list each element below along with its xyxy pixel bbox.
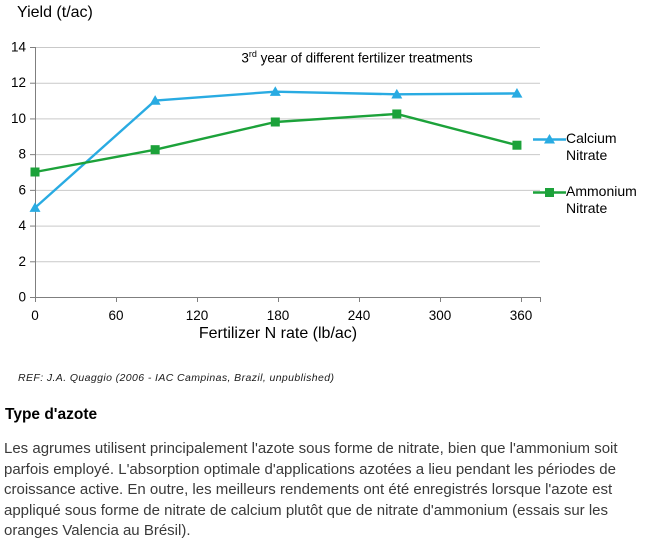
svg-text:12: 12 bbox=[11, 75, 26, 90]
section-heading: Type d'azote bbox=[5, 406, 98, 423]
svg-text:240: 240 bbox=[348, 308, 371, 323]
axes bbox=[30, 47, 541, 302]
svg-text:60: 60 bbox=[108, 308, 123, 323]
reference-text: REF: J.A. Quaggio (2006 - IAC Campinas, … bbox=[18, 372, 335, 384]
svg-text:4: 4 bbox=[18, 218, 26, 233]
chart-title-rest: year of different fertilizer treatments bbox=[256, 50, 473, 66]
y-axis-title: Yield (t/ac) bbox=[17, 4, 93, 21]
body-paragraph: Les agrumes utilisent principalement l'a… bbox=[4, 440, 618, 539]
svg-text:360: 360 bbox=[510, 308, 533, 323]
chart-legend: Calcium Nitrate Ammonium Nitrate bbox=[533, 130, 653, 217]
svg-text:6: 6 bbox=[18, 182, 26, 197]
chart-title-prefix: 3 bbox=[241, 50, 249, 66]
svg-text:0: 0 bbox=[31, 308, 39, 323]
legend-item-calcium-nitrate: Calcium Nitrate bbox=[533, 130, 653, 164]
svg-text:180: 180 bbox=[267, 308, 290, 323]
svg-text:8: 8 bbox=[18, 147, 26, 162]
chart-title-superscript: rd bbox=[248, 49, 257, 59]
svg-text:2: 2 bbox=[18, 254, 26, 269]
plot-area: 0 2 4 6 8 10 12 14 0 60 120 180 240 300 360 bbox=[11, 40, 541, 323]
svg-text:120: 120 bbox=[186, 308, 209, 323]
y-axis-tick-labels: 0 2 4 6 8 10 12 14 bbox=[11, 40, 27, 305]
square-marker-icon bbox=[533, 188, 566, 197]
legend-label-ammonium-nitrate: Ammonium Nitrate bbox=[566, 183, 637, 216]
x-axis-title: Fertilizer N rate (lb/ac) bbox=[198, 325, 358, 342]
gridlines bbox=[35, 47, 540, 263]
series-calcium-nitrate bbox=[29, 86, 523, 212]
legend-item-ammonium-nitrate: Ammonium Nitrate bbox=[533, 183, 653, 217]
x-axis-tick-labels: 0 60 120 180 240 300 360 bbox=[31, 308, 532, 323]
svg-text:0: 0 bbox=[18, 290, 26, 305]
legend-label-calcium-nitrate: Calcium Nitrate bbox=[566, 130, 617, 163]
svg-text:14: 14 bbox=[11, 40, 27, 55]
svg-text:10: 10 bbox=[11, 111, 26, 126]
triangle-marker-icon bbox=[533, 134, 566, 144]
svg-text:300: 300 bbox=[429, 308, 452, 323]
series-ammonium-nitrate bbox=[30, 109, 522, 177]
chart-title: 3rd year of different fertilizer treatme… bbox=[241, 49, 472, 66]
